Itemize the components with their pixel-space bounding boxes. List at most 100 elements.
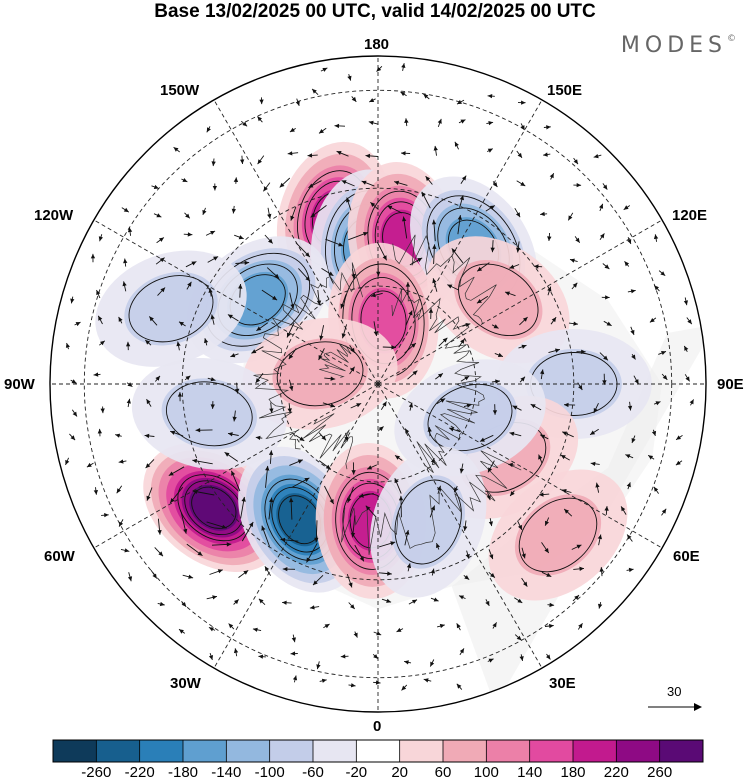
wind-vector: [378, 571, 392, 576]
wind-vector: [122, 281, 127, 292]
colorbar-tick-label: -260: [81, 764, 112, 781]
wind-vector: [620, 506, 627, 515]
wind-vector: [647, 454, 655, 460]
wind-vector: [398, 495, 404, 518]
wind-vector: [658, 270, 666, 277]
wind-vector: [378, 541, 396, 548]
wind-vector: [145, 459, 155, 469]
wind-vector: [118, 459, 127, 464]
anomaly-shading: [95, 141, 706, 706]
wind-vector: [563, 508, 573, 517]
coastline: [319, 343, 352, 378]
colorbar-swatch: [616, 740, 660, 762]
wind-vector: [686, 317, 693, 325]
wind-vector: [459, 648, 465, 656]
wind-vector: [289, 497, 294, 520]
wind-vector: [550, 316, 557, 325]
wind-vector: [348, 683, 356, 688]
wind-vector: [538, 492, 550, 497]
wind-vector: [308, 180, 322, 188]
wind-vector: [429, 505, 436, 518]
wind-vector: [288, 379, 294, 391]
wind-vector: [323, 623, 330, 629]
wind-vector: [212, 183, 217, 191]
reference-vector-label: 30: [667, 684, 682, 699]
wind-vector: [458, 119, 466, 124]
wind-vector: [99, 340, 106, 346]
wind-vector: [463, 575, 470, 580]
wind-vector: [593, 154, 602, 159]
wind-vector: [230, 353, 239, 358]
wind-vector: [322, 402, 336, 408]
wind-vector: [491, 324, 499, 329]
wind-vector: [69, 433, 76, 441]
wind-vector: [380, 401, 387, 411]
wind-vector: [547, 286, 552, 296]
meridian: [377, 383, 543, 669]
wind-vector: [509, 431, 522, 437]
colorbar-tick-label: -100: [254, 764, 285, 781]
wind-vector: [684, 374, 690, 382]
wind-vector: [430, 457, 435, 465]
wind-vector: [573, 183, 582, 188]
wind-vector: [651, 429, 657, 437]
lon-label-90w: 90W: [4, 376, 35, 393]
wind-vector: [541, 542, 550, 554]
wind-vector: [512, 405, 522, 411]
wind-vector: [623, 205, 631, 211]
wind-vector: [224, 451, 239, 462]
wind-vector: [460, 175, 467, 185]
wind-vector: [256, 322, 269, 332]
wind-vector: [488, 549, 494, 560]
meridian: [93, 383, 379, 549]
wind-vector: [649, 317, 657, 323]
wind-vector: [457, 215, 462, 235]
wind-vector: [286, 322, 295, 338]
wind-vector: [126, 341, 131, 351]
wind-vector: [252, 627, 262, 632]
wind-vector: [184, 375, 191, 381]
coastline: [302, 413, 354, 470]
wind-vector: [382, 345, 396, 350]
wind-vector: [351, 462, 356, 475]
colorbar-tick-label: 140: [517, 764, 543, 781]
wind-vector: [257, 116, 263, 123]
wind-vector: [255, 373, 264, 384]
lon-label-120e: 120E: [672, 207, 708, 224]
wind-vector: [627, 237, 632, 245]
reference-vector: [648, 703, 702, 711]
anomaly-centre: [427, 236, 570, 364]
wind-vector: [560, 454, 570, 461]
wind-vector: [517, 520, 523, 531]
wind-vector: [316, 289, 322, 306]
wind-vector: [430, 568, 435, 576]
wind-vector: [427, 427, 432, 437]
wind-vector: [521, 547, 526, 559]
wind-vector: [516, 241, 521, 253]
wind-vector: [240, 155, 245, 165]
wind-vector: [423, 93, 430, 100]
wind-vector: [178, 321, 186, 327]
wind-vector: [602, 263, 610, 270]
wind-vector: [261, 289, 278, 301]
wind-vector: [569, 258, 578, 263]
wind-vector: [346, 197, 352, 211]
wind-vector: [459, 463, 464, 474]
wind-vector: [280, 537, 299, 543]
wind-vector: [208, 652, 213, 661]
wind-vector: [458, 595, 466, 600]
wind-vector: [547, 232, 552, 242]
wind-vector: [157, 601, 165, 607]
wind-vector: [394, 455, 403, 461]
wind-vector: [624, 261, 630, 267]
lon-label-60w: 60W: [44, 548, 75, 565]
wind-vector: [71, 409, 78, 417]
wind-vector: [563, 402, 576, 408]
wind-vector: [602, 183, 608, 190]
wind-vector: [521, 577, 528, 587]
wind-vector: [447, 284, 460, 291]
wind-vector: [448, 427, 461, 433]
wind-vector: [183, 232, 193, 237]
wind-vector: [70, 379, 77, 384]
wind-vector: [595, 482, 600, 493]
